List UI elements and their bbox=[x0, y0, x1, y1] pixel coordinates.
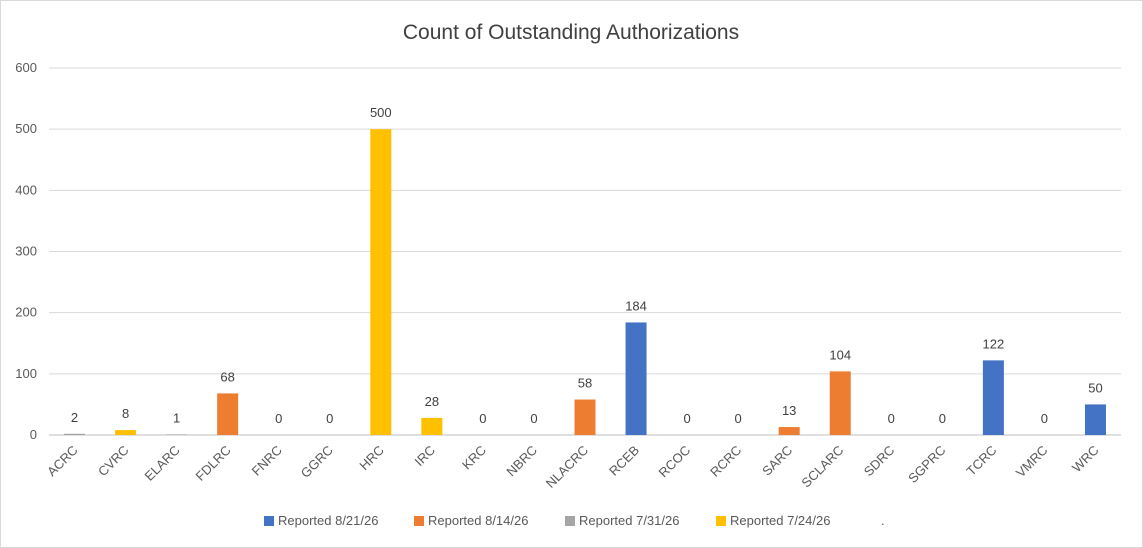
category-label-acrc: ACRC bbox=[44, 443, 81, 480]
y-tick-label: 200 bbox=[15, 305, 37, 320]
bar-sclarc bbox=[829, 371, 851, 435]
category-label-wrc: WRC bbox=[1069, 443, 1102, 476]
category-label-sarc: SARC bbox=[759, 443, 795, 479]
gridlines bbox=[49, 67, 1121, 436]
category-label-tcrc: TCRC bbox=[963, 443, 999, 479]
category-label-nbrc: NBRC bbox=[503, 443, 540, 480]
category-label-cvrc: CVRC bbox=[95, 443, 132, 480]
y-tick-label: 500 bbox=[15, 121, 37, 136]
bars bbox=[64, 129, 1106, 435]
bar-tcrc bbox=[982, 360, 1004, 435]
y-tick-label: 100 bbox=[15, 366, 37, 381]
bar-elarc bbox=[166, 434, 188, 435]
data-label-sarc: 13 bbox=[782, 403, 796, 418]
bar-irc bbox=[421, 417, 443, 435]
data-label-vmrc: 0 bbox=[1041, 411, 1048, 426]
data-label-ggrc: 0 bbox=[326, 411, 333, 426]
category-label-ggrc: GGRC bbox=[298, 443, 336, 481]
data-label-fdlrc: 68 bbox=[220, 369, 234, 384]
bar-fdlrc bbox=[217, 393, 239, 435]
category-label-hrc: HRC bbox=[356, 443, 387, 474]
category-label-krc: KRC bbox=[459, 443, 489, 473]
legend-label: Reported 8/14/26 bbox=[428, 513, 528, 528]
bar-rceb bbox=[625, 322, 647, 435]
data-label-nbrc: 0 bbox=[530, 411, 537, 426]
data-label-rcoc: 0 bbox=[683, 411, 690, 426]
data-label-tcrc: 122 bbox=[983, 336, 1005, 351]
data-label-elarc: 1 bbox=[173, 410, 180, 425]
legend-label: . bbox=[881, 513, 885, 528]
legend: Reported 8/21/26 Reported 8/14/26 Reported… bbox=[264, 513, 885, 528]
data-label-hrc: 500 bbox=[370, 105, 392, 120]
legend-swatch bbox=[414, 516, 424, 526]
category-label-fnrc: FNRC bbox=[249, 443, 285, 479]
legend-label: Reported 8/21/26 bbox=[278, 513, 378, 528]
x-axis-categories: ACRC CVRC ELARC FDLRC FNRC GGRC HRC IRC KRC NBRC N… bbox=[44, 443, 1102, 491]
data-label-krc: 0 bbox=[479, 411, 486, 426]
y-tick-label: 600 bbox=[15, 60, 37, 75]
bar-cvrc bbox=[115, 430, 137, 435]
category-label-sgprc: SGPRC bbox=[905, 443, 948, 486]
y-axis-ticks: 0 100 200 300 400 500 600 bbox=[15, 60, 37, 442]
data-label-cvrc: 8 bbox=[122, 406, 129, 421]
legend-swatch bbox=[565, 516, 575, 526]
category-label-vmrc: VMRC bbox=[1013, 443, 1051, 481]
legend-label: Reported 7/31/26 bbox=[579, 513, 679, 528]
category-label-sclarc: SCLARC bbox=[798, 443, 846, 491]
bar-nlacrc bbox=[574, 399, 596, 435]
category-label-nlacrc: NLACRC bbox=[543, 443, 591, 491]
category-label-elarc: ELARC bbox=[141, 443, 182, 484]
legend-swatch bbox=[716, 516, 726, 526]
legend-swatch bbox=[264, 516, 274, 526]
category-label-rceb: RCEB bbox=[606, 443, 642, 479]
data-label-wrc: 50 bbox=[1088, 380, 1102, 395]
category-label-fdlrc: FDLRC bbox=[193, 443, 234, 484]
data-label-sgprc: 0 bbox=[939, 411, 946, 426]
data-label-sdrc: 0 bbox=[888, 411, 895, 426]
legend-label: Reported 7/24/26 bbox=[730, 513, 830, 528]
y-tick-label: 300 bbox=[15, 244, 37, 259]
bar-wrc bbox=[1084, 404, 1106, 435]
data-label-fnrc: 0 bbox=[275, 411, 282, 426]
data-label-sclarc: 104 bbox=[829, 347, 851, 362]
y-tick-label: 400 bbox=[15, 182, 37, 197]
data-label-irc: 28 bbox=[425, 394, 439, 409]
bar-hrc bbox=[370, 129, 392, 435]
data-label-rcrc: 0 bbox=[735, 411, 742, 426]
chart-title: Count of Outstanding Authorizations bbox=[403, 21, 739, 44]
data-label-acrc: 2 bbox=[71, 410, 78, 425]
category-label-rcrc: RCRC bbox=[707, 443, 744, 480]
data-label-rceb: 184 bbox=[625, 298, 647, 313]
category-label-irc: IRC bbox=[412, 443, 438, 469]
y-tick-label: 0 bbox=[30, 427, 37, 442]
data-label-nlacrc: 58 bbox=[578, 376, 592, 391]
category-label-sdrc: SDRC bbox=[861, 443, 898, 480]
category-label-rcoc: RCOC bbox=[656, 443, 694, 481]
bar-sarc bbox=[778, 427, 800, 435]
bar-acrc bbox=[64, 433, 86, 435]
